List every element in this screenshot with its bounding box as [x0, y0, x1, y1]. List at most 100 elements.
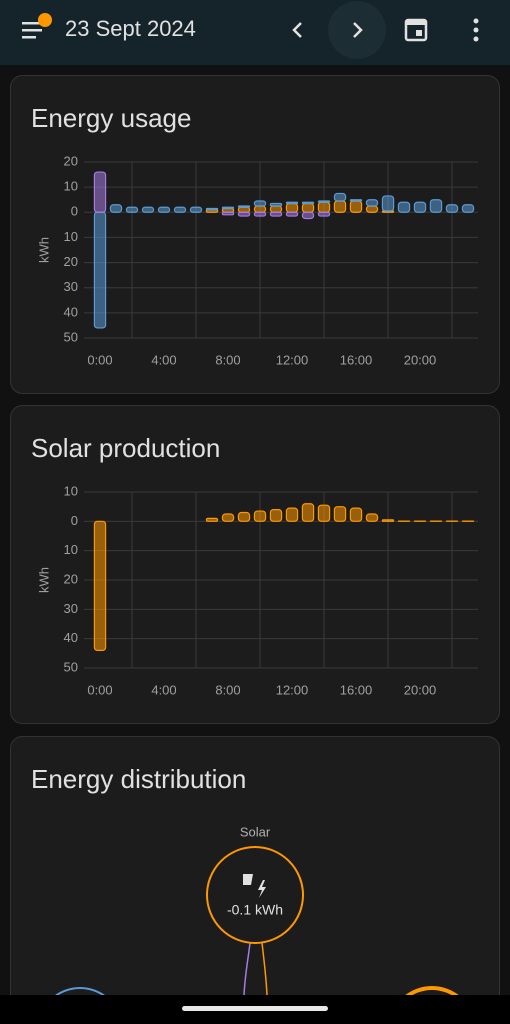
bar: [173, 206, 187, 213]
bar: [301, 202, 315, 213]
x-tick-label: 0:00: [87, 682, 112, 697]
bar: [205, 517, 219, 522]
x-tick-label: 4:00: [151, 682, 176, 697]
bar: [269, 205, 283, 213]
next-button[interactable]: [353, 22, 363, 38]
bar: [349, 200, 363, 213]
y-tick-label: 40: [64, 630, 78, 645]
bar: [365, 205, 379, 213]
x-tick-label: 16:00: [340, 352, 373, 367]
bar: [285, 507, 299, 522]
y-axis-title: kWh: [36, 567, 51, 593]
overflow-button[interactable]: [473, 18, 479, 42]
y-tick-label: 0: [71, 513, 78, 528]
card: [10, 75, 500, 394]
bar: [317, 211, 331, 217]
bar: [269, 509, 283, 522]
bar: [317, 200, 331, 203]
menu-button[interactable]: [22, 13, 52, 39]
bar: [317, 201, 331, 213]
y-tick-label: 20: [64, 254, 78, 269]
bar: [301, 503, 315, 522]
previous-button[interactable]: [292, 22, 302, 38]
bar: [349, 507, 363, 522]
y-tick-label: 10: [64, 179, 78, 194]
y-tick-label: 0: [71, 204, 78, 219]
bar: [381, 195, 395, 212]
x-tick-label: 12:00: [276, 352, 309, 367]
card: [10, 405, 500, 724]
y-tick-label: 30: [64, 279, 78, 294]
bar: [381, 519, 395, 522]
x-tick-label: 8:00: [215, 352, 240, 367]
bar: [109, 204, 123, 213]
bar: [301, 211, 315, 220]
bar: [237, 205, 251, 208]
bar: [301, 201, 315, 205]
x-tick-label: 20:00: [404, 682, 437, 697]
bar: [221, 206, 235, 210]
bar: [253, 211, 267, 217]
solar-node[interactable]: [206, 846, 304, 944]
date-title: 23 Sept 2024: [65, 16, 196, 41]
bar: [349, 199, 363, 202]
card-title: Energy distribution: [31, 764, 246, 794]
solar-value: -0.1 kWh: [227, 902, 283, 918]
bar: [445, 204, 459, 213]
home-indicator[interactable]: [182, 1006, 328, 1011]
y-tick-label: 20: [64, 153, 78, 168]
bar: [253, 200, 267, 207]
x-tick-label: 0:00: [87, 352, 112, 367]
grid-node[interactable]: [37, 987, 123, 1024]
bar: [253, 205, 267, 213]
y-tick-label: 40: [64, 304, 78, 319]
x-tick-label: 4:00: [151, 352, 176, 367]
bar: [237, 211, 251, 217]
y-tick-label: 20: [64, 571, 78, 586]
bar: [205, 207, 219, 211]
bar: [221, 211, 235, 216]
bar: [93, 171, 107, 213]
x-tick-label: 8:00: [215, 682, 240, 697]
bar: [125, 206, 139, 213]
solar-production-chart: 10 0 10 20 30 40 50 kWh 0:00 4:00 8:00 12:00 16:00 20…: [36, 483, 478, 697]
bar: [237, 511, 251, 522]
bar: [365, 513, 379, 522]
y-tick-label: 10: [64, 229, 78, 244]
bar: [157, 206, 171, 213]
bar: [253, 510, 267, 522]
solar-icon: [243, 874, 266, 898]
bar: [269, 202, 283, 207]
energy-usage-chart: 20 10 0 10 20 30 40 50 kWh 0:00 4:00 8:00 12:00 16:00…: [36, 153, 478, 367]
bar: [221, 513, 235, 522]
flow-line: [261, 942, 268, 996]
y-tick-label: 10: [64, 542, 78, 557]
x-tick-label: 12:00: [276, 682, 309, 697]
bar: [333, 200, 347, 213]
bar: [93, 520, 107, 651]
bar: [333, 192, 347, 202]
bar: [285, 201, 299, 205]
x-tick-label: 16:00: [340, 682, 373, 697]
bar: [461, 204, 475, 213]
x-tick-label: 20:00: [404, 352, 437, 367]
card-title: Energy usage: [31, 103, 191, 133]
battery-node[interactable]: [388, 986, 476, 1024]
bar: [141, 206, 155, 213]
bar: [237, 206, 251, 213]
bar: [333, 506, 347, 522]
bar: [317, 504, 331, 522]
bar: [413, 201, 427, 213]
bar: [365, 199, 379, 207]
solar-label: Solar: [240, 824, 271, 839]
y-tick-label: 50: [64, 659, 78, 674]
bar: [397, 201, 411, 213]
next-button-ripple: [328, 1, 386, 59]
y-tick-label: 30: [64, 601, 78, 616]
calendar-button[interactable]: [404, 18, 428, 42]
card-title: Solar production: [31, 433, 220, 463]
bar: [285, 202, 299, 213]
bar: [429, 199, 443, 213]
